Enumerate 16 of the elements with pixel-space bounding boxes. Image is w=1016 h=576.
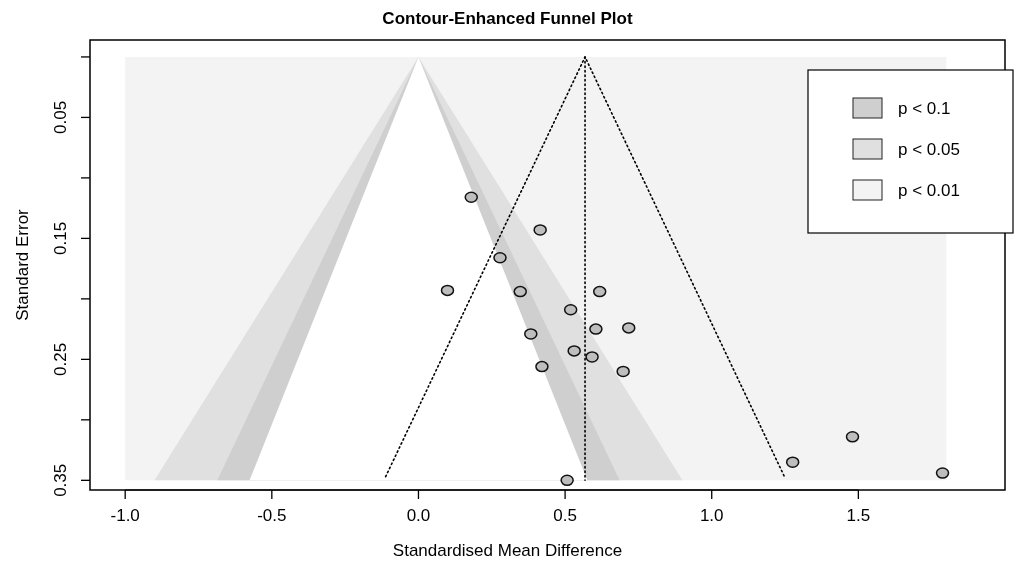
y-tick-label: 0.25 — [51, 342, 70, 376]
x-tick-label: 0.5 — [553, 506, 577, 525]
legend-label: p < 0.05 — [898, 140, 960, 159]
y-axis-title: Standard Error — [13, 208, 32, 321]
y-tick-label: 0.05 — [51, 100, 70, 134]
x-tick-label: -1.0 — [110, 506, 140, 525]
legend-label: p < 0.1 — [898, 99, 951, 118]
chart-title: Contour-Enhanced Funnel Plot — [382, 9, 633, 28]
x-tick-label: 0.0 — [406, 506, 431, 525]
x-tick-label: -0.5 — [257, 506, 287, 525]
series-label: p < 0.01 — [898, 181, 960, 200]
x-axis-title: Standardised Mean Difference — [392, 541, 623, 560]
x-tick-label: 1.0 — [699, 506, 724, 525]
x-tick-label: 1.5 — [846, 506, 871, 525]
y-tick-label: 0.35 — [51, 463, 70, 497]
y-tick-label: 0.15 — [51, 221, 70, 255]
